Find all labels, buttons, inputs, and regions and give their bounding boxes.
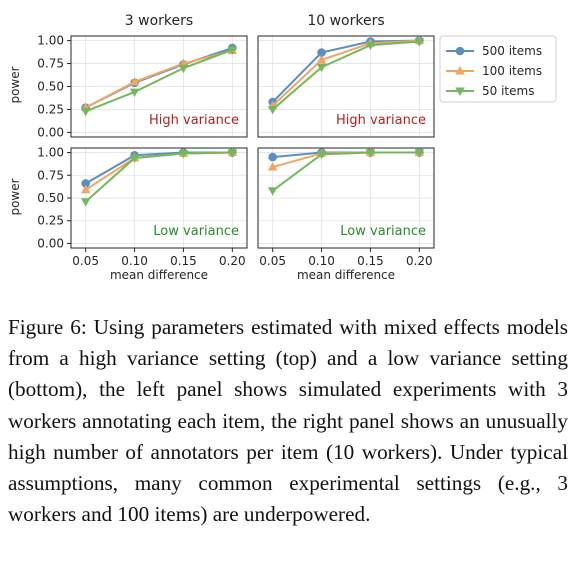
data-point-triangle-down-marker [129, 154, 140, 163]
data-point-triangle-up-marker [267, 162, 278, 171]
x-tick-label: 0.10 [308, 254, 335, 268]
legend-entry-50-items: 50 items [446, 84, 534, 98]
data-point-triangle-down-marker [365, 41, 376, 51]
x-tick-label: 0.15 [357, 254, 384, 268]
data-point-triangle-up-marker [80, 184, 91, 194]
data-point-circle-marker [317, 48, 326, 57]
series-line [85, 49, 233, 109]
series-500-items [268, 36, 424, 107]
series-50-items [80, 46, 238, 117]
data-point-triangle-down-marker [267, 187, 278, 196]
panel-3-workers-low-variance: 0.00 0.25 0.50 0.75 1.00 0.05 0.10 0.15 0.20 Low … [37, 146, 248, 268]
series-line [272, 40, 420, 111]
variance-annotation: High variance [336, 113, 426, 128]
legend-circle-marker [455, 46, 465, 56]
x-axis-label-right: mean difference [297, 268, 395, 282]
series-line [85, 151, 233, 203]
data-point-triangle-down-marker [365, 149, 376, 158]
series-100-items [80, 45, 238, 112]
legend: 500 items 100 items 50 items [439, 35, 557, 103]
y-axis-label-bottom: power [8, 178, 22, 215]
y-tick-label: 0.75 [37, 168, 64, 182]
x-tick-label: 0.05 [72, 254, 99, 268]
y-tick-label: 0.00 [37, 236, 64, 250]
column-title-3-workers: 3 workers [125, 13, 193, 29]
series-50-items [80, 149, 238, 207]
panel-frame [257, 147, 435, 249]
y-tick-label: 0.50 [37, 191, 64, 205]
series-50-items [267, 38, 425, 115]
variance-annotation: High variance [149, 113, 239, 128]
y-tick-label: 0.50 [37, 80, 64, 94]
legend-entry-100-items: 100 items [446, 64, 542, 78]
series-line [271, 39, 420, 103]
power-analysis-figure: 3 workers 10 workers power power mean di… [8, 13, 557, 282]
data-point-triangle-down-marker [414, 38, 425, 47]
data-point-triangle-down-marker [178, 150, 189, 159]
y-tick-label: 0.75 [37, 57, 64, 71]
x-tick-label: 0.20 [406, 254, 433, 268]
legend-triangle-up-marker [455, 66, 465, 75]
data-point-triangle-down-marker [80, 198, 91, 207]
data-point-triangle-down-marker [316, 63, 327, 73]
legend-label: 500 items [482, 44, 542, 58]
figure-caption: Figure 6: Using parameters estimated wit… [8, 315, 568, 527]
column-title-10-workers: 10 workers [307, 13, 384, 29]
series-100-items [267, 147, 425, 171]
data-point-triangle-down-marker [267, 106, 278, 115]
series-line [85, 151, 233, 185]
y-tick-label: 1.00 [37, 146, 64, 160]
data-point-triangle-down-marker [129, 88, 140, 97]
panels: 0.00 0.25 0.50 0.75 1.00 High variance High va… [37, 34, 435, 268]
data-point-triangle-up-marker [316, 54, 327, 64]
panel-frame [257, 35, 435, 138]
y-tick-label: 0.25 [37, 214, 64, 228]
series-500-items [81, 148, 237, 188]
variance-annotation: Low variance [153, 224, 239, 239]
variance-annotation: Low variance [340, 224, 426, 239]
series-line [272, 151, 420, 192]
y-tick-label: 0.25 [37, 102, 64, 116]
data-point-circle-marker [268, 152, 277, 162]
y-axis-label-top: power [8, 66, 22, 103]
x-tick-label: 0.05 [259, 254, 286, 268]
panel-10-workers-high-variance: High variance [257, 35, 435, 138]
legend-label: 100 items [482, 64, 542, 78]
data-point-triangle-down-marker [227, 46, 238, 55]
series-500-items [81, 43, 237, 112]
x-tick-label: 0.15 [170, 254, 197, 268]
series-500-items [268, 148, 424, 162]
x-tick-label: 0.20 [219, 254, 246, 268]
data-point-triangle-up-marker [129, 76, 140, 86]
data-point-circle-marker [81, 179, 90, 188]
data-point-triangle-down-marker [178, 64, 189, 74]
series-50-items [267, 149, 425, 196]
panel-10-workers-low-variance: 0.05 0.10 0.15 0.20 Low variance [257, 147, 435, 268]
panel-3-workers-high-variance: 0.00 0.25 0.50 0.75 1.00 High variance [37, 34, 248, 139]
x-tick-label: 0.10 [121, 254, 148, 268]
data-point-triangle-down-marker [227, 149, 238, 158]
x-axis-label-left: mean difference [110, 268, 208, 282]
legend-entry-500-items: 500 items [446, 44, 542, 58]
series-line [271, 39, 420, 107]
series-line [85, 48, 233, 113]
legend-triangle-down-marker [455, 87, 465, 96]
data-point-triangle-down-marker [414, 149, 425, 158]
data-point-triangle-down-marker [80, 107, 91, 117]
y-tick-label: 1.00 [37, 34, 64, 48]
y-tick-label: 0.00 [37, 125, 64, 139]
legend-label: 50 items [482, 84, 534, 98]
data-point-triangle-down-marker [316, 150, 327, 160]
legend-box [439, 35, 557, 103]
